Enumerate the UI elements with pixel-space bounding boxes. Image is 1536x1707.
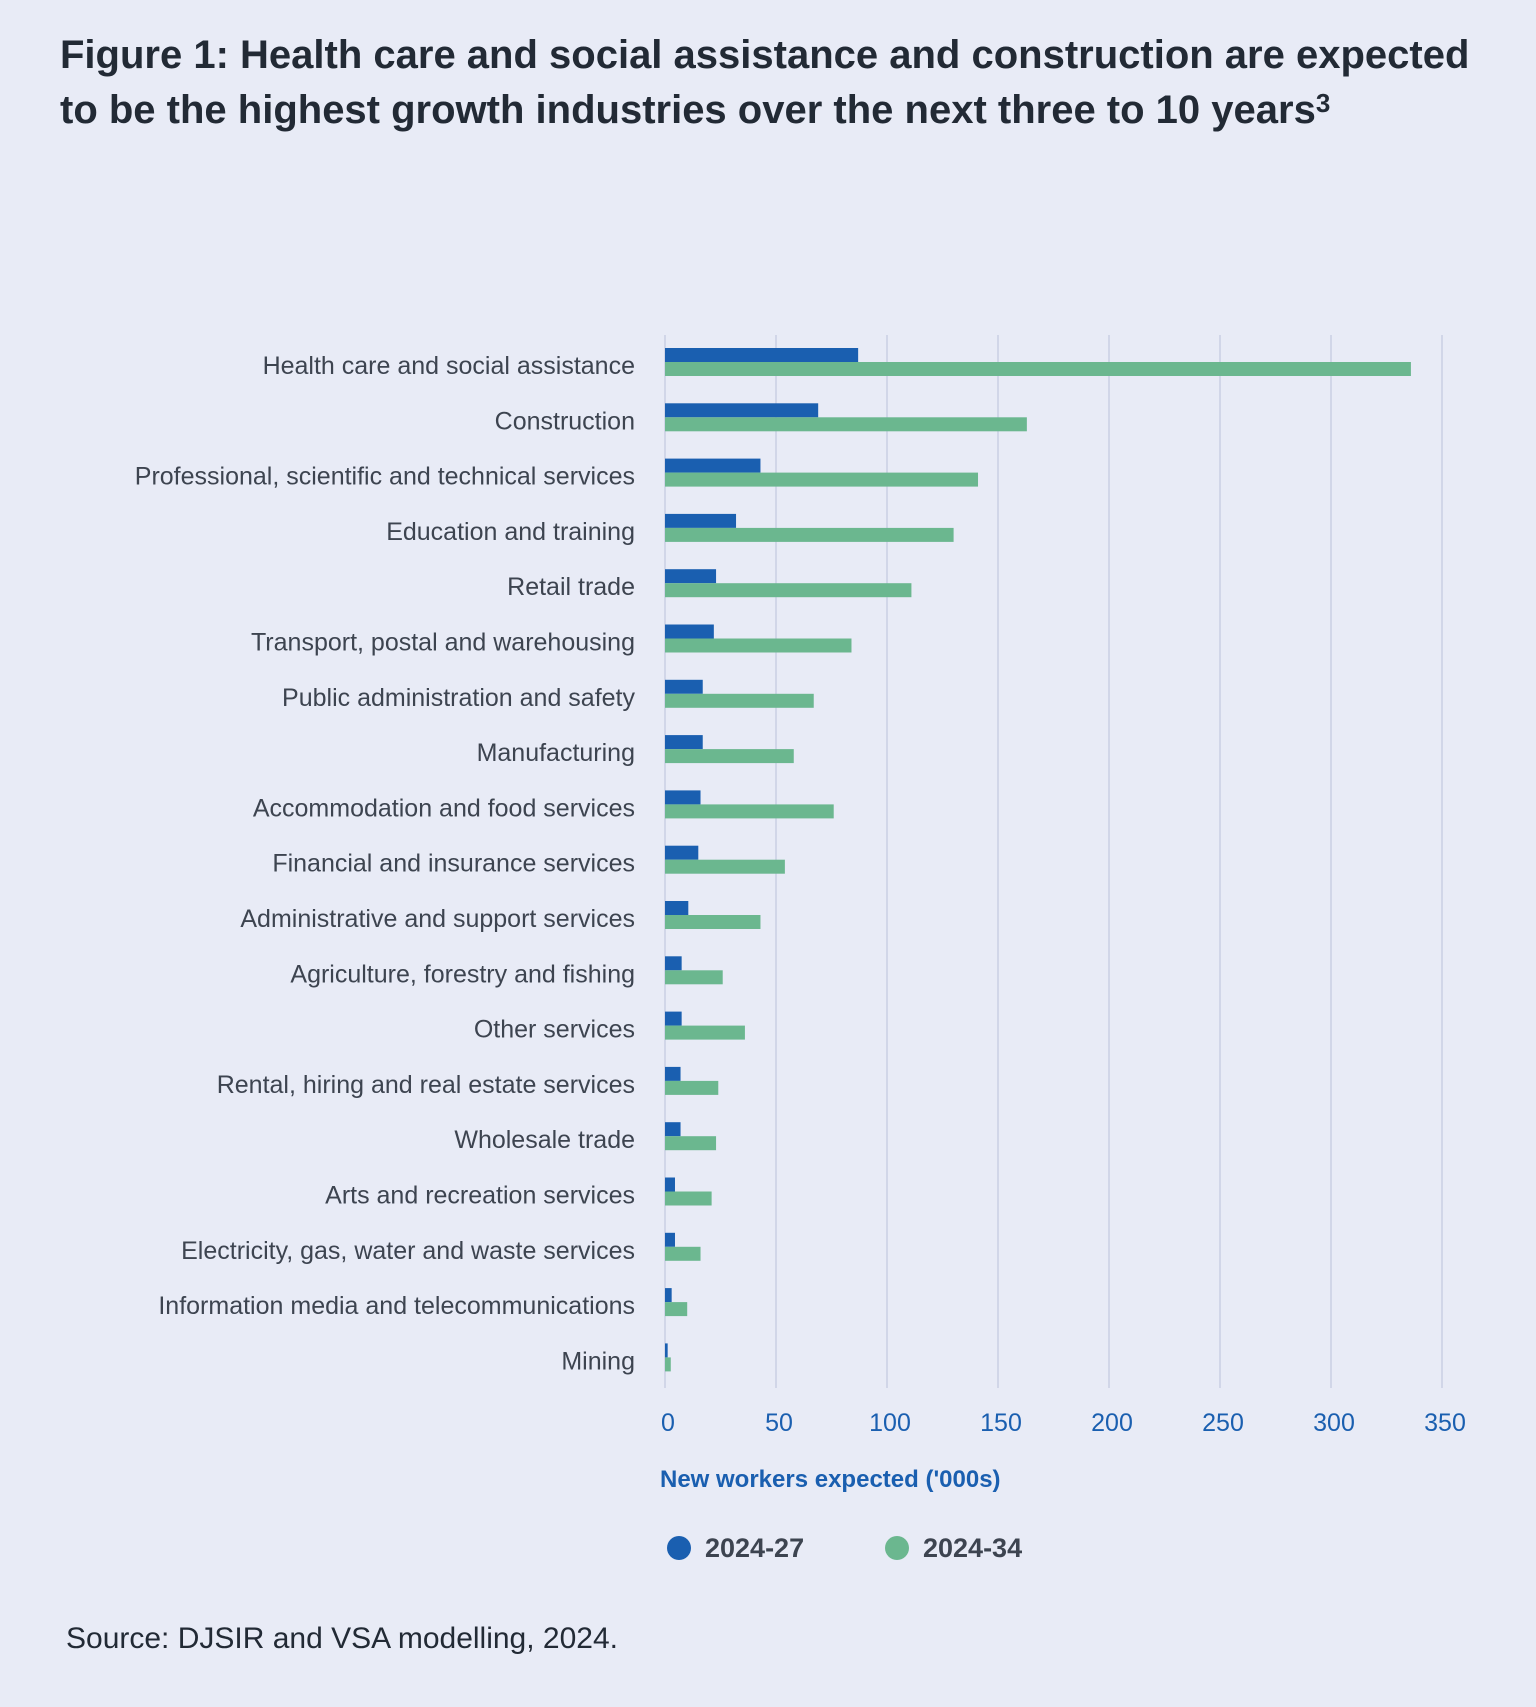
category-label: Administrative and support services xyxy=(240,905,635,933)
bar-2024-34 xyxy=(665,970,723,985)
bar-2024-27 xyxy=(665,348,859,362)
gridlines xyxy=(664,335,1443,1388)
bar-2024-27 xyxy=(665,1011,682,1026)
bar-2024-34 xyxy=(665,1136,717,1151)
bar-2024-34 xyxy=(665,1025,745,1040)
category-label: Agriculture, forestry and fishing xyxy=(290,960,635,988)
category-label: Health care and social assistance xyxy=(263,352,635,380)
bar-2024-34 xyxy=(665,638,852,653)
x-tick-label: 200 xyxy=(1091,1409,1133,1437)
x-tick-label: 300 xyxy=(1313,1409,1355,1437)
bar-2024-34 xyxy=(665,1357,671,1372)
category-label: Transport, postal and warehousing xyxy=(251,629,635,657)
category-label: Accommodation and food services xyxy=(253,794,635,822)
bar-2024-27 xyxy=(665,569,717,584)
bar-2024-34 xyxy=(665,915,761,929)
bar-2024-34 xyxy=(665,1080,719,1095)
category-label: Retail trade xyxy=(507,573,635,601)
bar-2024-27 xyxy=(665,458,761,473)
category-label: Education and training xyxy=(386,518,635,546)
x-axis-title: New workers expected ('000s) xyxy=(660,1466,1001,1493)
category-label: Manufacturing xyxy=(477,739,635,767)
bar-2024-27 xyxy=(665,901,689,915)
bar-2024-27 xyxy=(665,1232,675,1247)
category-label: Electricity, gas, water and waste servic… xyxy=(181,1237,635,1265)
chart-title: Figure 1: Health care and social assista… xyxy=(60,28,1500,138)
category-label: Information media and telecommunications xyxy=(158,1292,635,1320)
legend-marker-2024-27 xyxy=(667,1536,691,1560)
bar-2024-27 xyxy=(665,1177,675,1192)
category-label: Arts and recreation services xyxy=(325,1182,635,1210)
bar-2024-27 xyxy=(665,790,701,805)
x-tick-label: 50 xyxy=(765,1409,793,1437)
bar-2024-34 xyxy=(665,859,785,874)
x-tick-labels: 0 50 100 150 200 250 300 350 xyxy=(661,1409,1466,1437)
bar-2024-34 xyxy=(665,527,954,542)
bar-2024-27 xyxy=(665,845,699,860)
title-footnote-marker: 3 xyxy=(1315,88,1331,118)
x-tick-label: 0 xyxy=(661,1409,675,1437)
category-label: Rental, hiring and real estate services xyxy=(217,1071,635,1099)
category-labels: Health care and social assistance Constru… xyxy=(135,352,636,1375)
x-tick-label: 350 xyxy=(1424,1409,1466,1437)
category-label: Other services xyxy=(474,1016,635,1044)
x-tick-label: 250 xyxy=(1202,1409,1244,1437)
bar-2024-27 xyxy=(665,735,703,750)
bar-2024-34 xyxy=(665,1191,712,1206)
bar-2024-27 xyxy=(665,1343,668,1358)
source-note: Source: DJSIR and VSA modelling, 2024. xyxy=(66,1622,618,1655)
bar-2024-27 xyxy=(665,679,703,694)
x-tick-label: 100 xyxy=(869,1409,911,1437)
bar-2024-34 xyxy=(665,749,794,764)
bar-2024-27 xyxy=(665,1122,681,1137)
bar-2024-34 xyxy=(665,1302,688,1317)
legend-label-2024-34: 2024-34 xyxy=(923,1533,1022,1563)
category-label: Professional, scientific and technical s… xyxy=(135,463,635,491)
bar-2024-27 xyxy=(665,1066,681,1081)
bar-2024-27 xyxy=(665,624,714,639)
bar-2024-34 xyxy=(665,693,814,708)
bar-2024-34 xyxy=(665,583,912,598)
bar-2024-27 xyxy=(665,1288,672,1303)
bar-2024-27 xyxy=(665,956,682,971)
category-label: Mining xyxy=(561,1347,635,1375)
bar-2024-34 xyxy=(665,362,1411,376)
bars xyxy=(665,348,1411,1372)
category-label: Public administration and safety xyxy=(282,684,635,712)
legend: 2024-27 2024-34 xyxy=(667,1533,1022,1563)
legend-label-2024-27: 2024-27 xyxy=(705,1533,804,1563)
bar-2024-27 xyxy=(665,513,737,528)
category-label: Construction xyxy=(495,407,635,435)
chart-title-text: Figure 1: Health care and social assista… xyxy=(60,33,1470,132)
bar-2024-34 xyxy=(665,417,1027,432)
legend-marker-2024-34 xyxy=(885,1536,909,1560)
category-label: Financial and insurance services xyxy=(272,850,635,878)
category-label: Wholesale trade xyxy=(454,1126,635,1154)
bar-2024-27 xyxy=(665,403,819,418)
bar-2024-34 xyxy=(665,1246,701,1261)
bar-2024-34 xyxy=(665,472,979,487)
bar-2024-34 xyxy=(665,804,834,819)
x-tick-label: 150 xyxy=(980,1409,1022,1437)
